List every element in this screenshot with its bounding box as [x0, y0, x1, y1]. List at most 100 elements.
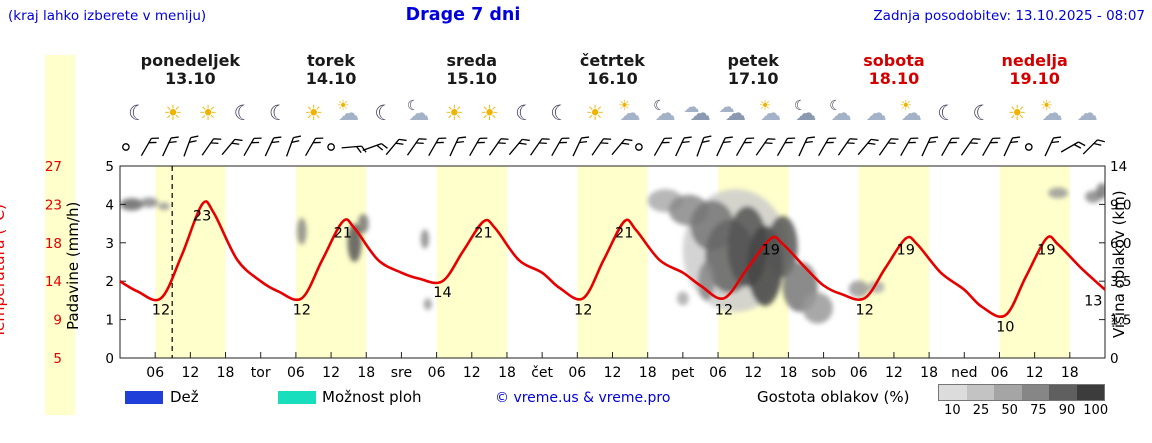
x-axis-labels: 06 12 18 tor 06 12 18 sre 06 12 18 čet 06 12 18 pet 06 12…	[146, 365, 1078, 381]
temp-value-label: 21	[615, 226, 633, 242]
day-name: petek	[727, 51, 779, 70]
sun-icon: ☀	[479, 101, 499, 125]
wind-barb-icon	[1003, 136, 1021, 157]
wind-barb-icon	[837, 138, 858, 156]
sun-icon: ☀	[198, 101, 218, 125]
temp-value-label: 12	[855, 302, 873, 318]
sun-cloud-icon: ☀ ☁	[899, 98, 923, 125]
wind-barb-icon	[449, 136, 467, 157]
temp-value-label: 12	[715, 302, 733, 318]
calm-wind-icon	[635, 143, 643, 151]
temp-value-label: 23	[193, 208, 211, 224]
x-tick-label: 18	[779, 365, 797, 381]
x-tick-label: 18	[639, 365, 657, 381]
temp-value-label: 19	[1037, 243, 1055, 259]
x-tick-label: 18	[498, 365, 516, 381]
x-tick-label: 12	[604, 365, 622, 381]
wind-barb-icon	[1044, 136, 1062, 157]
wind-barb-icon	[818, 137, 837, 156]
day-date: 19.10	[1009, 69, 1060, 88]
wind-barb-icon	[201, 138, 222, 156]
axis-ticks	[120, 203, 1105, 358]
day-header-sreda: sreda 15.10	[401, 52, 542, 88]
cloud-tick: 3.5	[1110, 274, 1131, 290]
x-tick-label: 12	[322, 365, 340, 381]
wind-barb-icon	[878, 138, 899, 156]
wind-barb-icon	[508, 138, 530, 156]
wind-barb-icon	[341, 145, 367, 154]
sun-icon: ☀	[304, 101, 323, 125]
precip-tick: 2	[105, 274, 114, 290]
wind-barb-icon	[140, 137, 160, 156]
wind-barb-icon	[1082, 139, 1105, 155]
precip-tick: 5	[105, 159, 114, 175]
moon-icon: ☾	[550, 101, 570, 125]
temp-value-label: 12	[574, 302, 592, 318]
wind-barb-icon	[305, 137, 324, 156]
cloud-tick: 0	[1110, 351, 1119, 367]
moon-icon: ☾	[937, 101, 957, 125]
x-tick-label: 06	[709, 365, 727, 381]
clouds-icon: ☁ ☁	[718, 97, 747, 125]
x-tick-label: 12	[463, 365, 481, 381]
day-date: 18.10	[868, 69, 920, 88]
day-header-ponedeljek: ponedeljek 13.10	[120, 52, 261, 88]
temp-tick: 9	[53, 313, 62, 329]
sun-cloud-icon: ☀ ☁	[336, 98, 360, 125]
sun-icon: ☀	[444, 101, 464, 125]
cloud-tick: 1.5	[1110, 313, 1131, 329]
wind-barb-icon	[591, 138, 612, 156]
wind-barb-icon	[857, 138, 879, 156]
wind-barb-icon	[716, 136, 733, 157]
wind-barb-icon	[941, 137, 960, 156]
x-tick-label: 12	[744, 365, 762, 381]
temp-tick: 5	[53, 351, 62, 367]
day-date: 15.10	[446, 69, 498, 88]
wind-barb-icon	[900, 137, 919, 156]
temp-value-label: 14	[433, 285, 451, 301]
moon-cloud-icon: ☾ ☁	[829, 98, 852, 125]
sun-cloud-icon: ☀ ☁	[618, 98, 641, 125]
wind-barb-icon	[982, 137, 1001, 156]
day-header-petek: petek 17.10	[683, 52, 824, 88]
sun-cloud-icon: ☀ ☁	[758, 98, 782, 125]
wind-barb-icon	[264, 136, 282, 157]
wind-barb-icon	[243, 137, 262, 156]
day-header-torek: torek 14.10	[261, 52, 402, 88]
x-tick-label: 06	[991, 365, 1009, 381]
wind-barb-icon	[1060, 141, 1086, 153]
x-tick-label: ned	[951, 365, 977, 381]
x-tick-label: sob	[811, 365, 836, 381]
moon-icon: ☾	[233, 101, 253, 125]
sun-cloud-icon: ☀ ☁	[1040, 98, 1063, 125]
x-tick-label: 12	[1026, 365, 1044, 381]
sun-icon: ☀	[585, 101, 605, 125]
sun-icon: ☀	[163, 101, 183, 125]
x-tick-label: 06	[287, 365, 305, 381]
wind-barb-icon	[921, 136, 939, 157]
day-header-četrtek: četrtek 16.10	[542, 52, 683, 88]
page-title: Drage 7 dni	[405, 5, 521, 25]
temp-value-label: 10	[996, 319, 1014, 335]
x-tick-label: 12	[885, 365, 903, 381]
moon-icon: ☾	[268, 101, 288, 125]
moon-icon: ☾	[374, 101, 394, 125]
wind-barb-icon	[611, 138, 633, 156]
x-tick-label: 06	[146, 365, 164, 381]
moon-icon: ☾	[515, 101, 534, 125]
day-header-sobota: sobota 18.10	[824, 52, 965, 88]
x-tick-label: 06	[850, 365, 868, 381]
cloud-icon: ☁	[865, 101, 887, 125]
last-update: Zadnja posodobitev: 13.10.2025 - 08:07	[873, 8, 1145, 24]
x-tick-label: tor	[251, 365, 271, 381]
temperature-value-labels: 12 23 12 21 14 21 12 21 12 19 12 19 10 19 13	[152, 208, 1103, 335]
temp-tick: 23	[45, 197, 62, 213]
wind-barb-icon	[530, 138, 550, 156]
sun-icon: ☀	[1007, 101, 1027, 125]
x-tick-label: 06	[428, 365, 446, 381]
wind-barb-icon	[285, 135, 302, 157]
x-tick-label: čet	[531, 365, 553, 381]
